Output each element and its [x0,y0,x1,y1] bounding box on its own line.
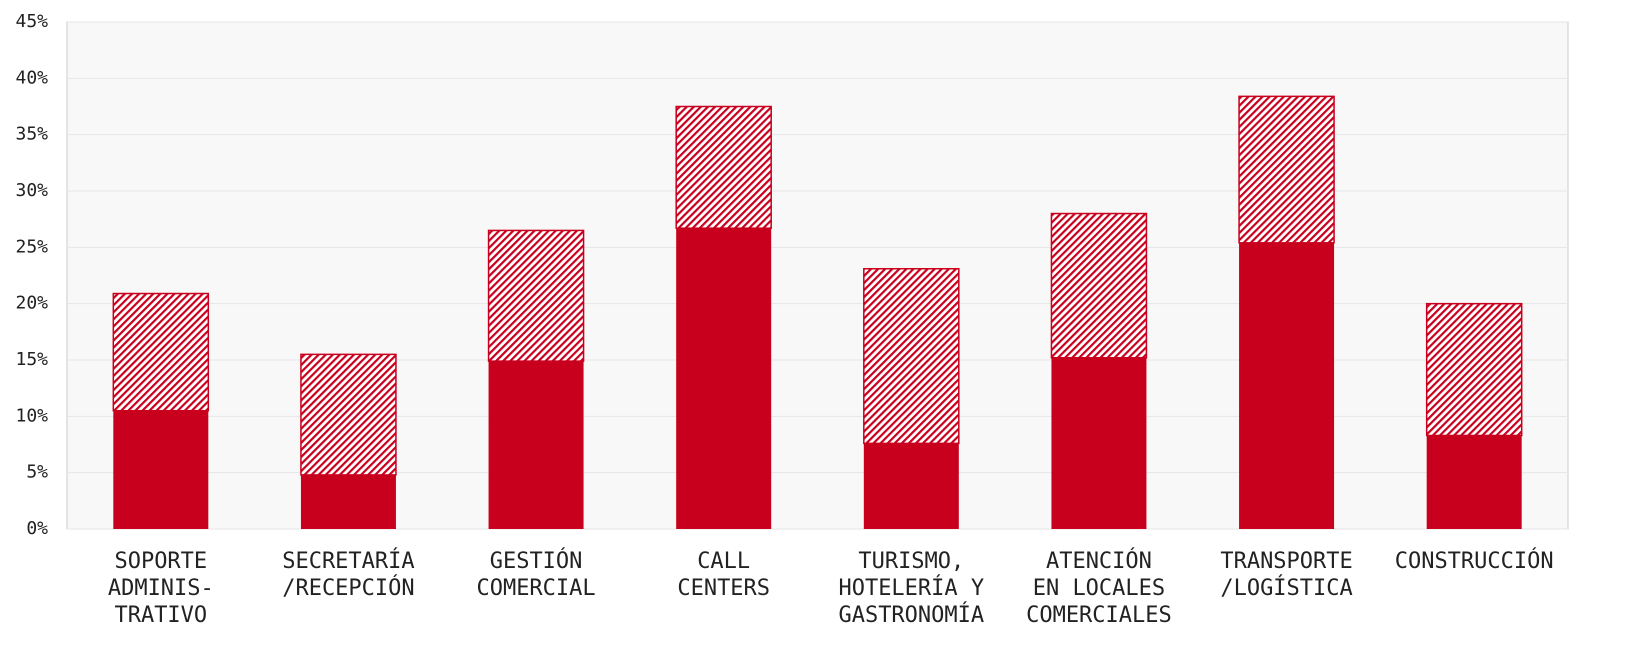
plot-area [66,21,1569,530]
x-tick-label-line: GASTRONOMÍA [838,602,984,628]
x-tick-label-line: TRANSPORTE [1220,549,1352,574]
y-tick-label: 5% [26,462,48,483]
bar-segment [1426,435,1522,529]
x-tick-label-line: CALL [697,549,750,574]
x-tick-label: CONSTRUCCIÓN [1395,548,1554,574]
bar-segment [675,105,772,229]
x-tick-label-line: GESTIÓN [490,548,583,574]
y-tick-label: 30% [15,180,48,201]
bar-segment [300,353,397,476]
x-tick-label-line: ADMINIS- [108,576,214,601]
x-tick-label-line: EN LOCALES [1033,576,1165,601]
x-tick-label-line: HOTELERÍA Y [838,575,984,601]
bar-segment [112,292,210,412]
y-tick-label: 0% [26,518,48,539]
x-tick-label-line: /LOGÍSTICA [1220,575,1352,601]
bar-segment [300,474,396,529]
x-tick-label-line: /RECEPCIÓN [282,575,414,601]
x-tick-label-line: SOPORTE [114,549,207,574]
y-tick-label: 20% [15,293,48,314]
bar-segment [113,410,209,529]
bar-segment [1051,357,1147,529]
y-tick-label: 25% [15,236,48,257]
bar-segment [676,228,772,529]
bar-segment [487,229,585,362]
x-tick-label-line: CENTERS [677,576,770,601]
bar-segment [488,361,584,529]
y-tick-label: 10% [15,405,48,426]
bar-segment [1238,95,1335,244]
x-tick-label-line: SECRETARÍA [282,548,414,574]
x-tick-label-line: TURISMO, [858,549,964,574]
bar-segment [863,267,960,445]
x-tick-label: SOPORTE ADMINIS-TRATIVO [108,549,214,628]
x-tick-label-line: CONSTRUCCIÓN [1395,548,1554,574]
x-tick-label: TURISMO, HOTELERÍA Y GASTRONOMÍA [838,549,984,628]
y-tick-label: 40% [15,67,48,88]
x-tick-label-line: COMERCIAL [476,576,595,601]
x-tick-label-line: TRATIVO [114,603,207,628]
x-tick-label: CALL CENTERS [677,549,770,601]
bar-segment [1239,242,1335,529]
y-tick-label: 15% [15,349,48,370]
x-tick-label-line: COMERCIALES [1026,603,1172,628]
y-tick-label: 35% [15,124,48,145]
x-tick-label: GESTIÓN COMERCIAL [476,548,595,601]
x-tick-label-line: ATENCIÓN [1046,548,1152,574]
y-tick-label: 45% [15,11,48,32]
bar-segment [1050,212,1148,359]
x-tick-label: SECRETARÍA/RECEPCIÓN [282,548,414,601]
bar-segment [863,443,959,529]
x-tick-label: TRANSPORTE/LOGÍSTICA [1220,549,1352,601]
x-tick-label: ATENCIÓN EN LOCALES COMERCIALES [1026,548,1172,628]
bar-segment [1425,302,1523,437]
